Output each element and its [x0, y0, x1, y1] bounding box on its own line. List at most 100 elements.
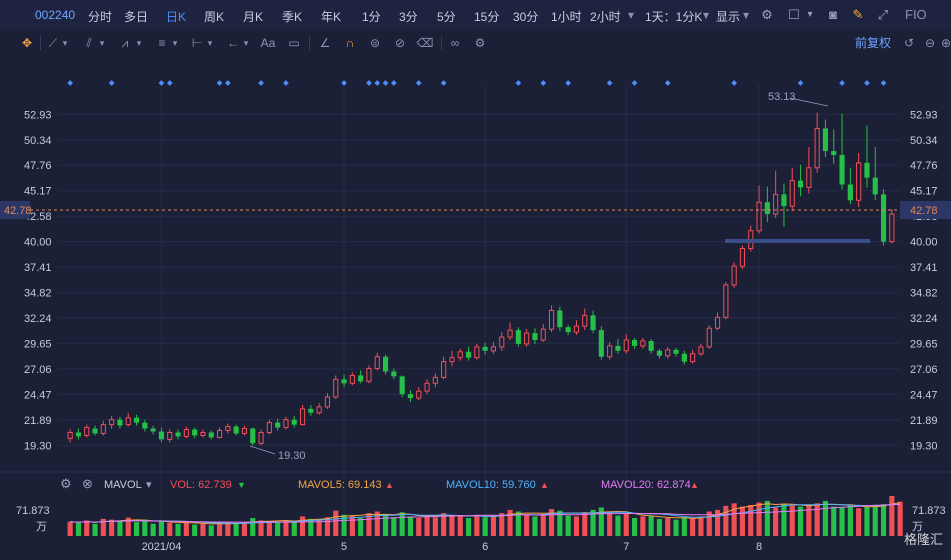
- magnet-icon[interactable]: ∩: [345, 36, 355, 50]
- crosshair-icon[interactable]: ✥: [21, 36, 33, 50]
- candle-body: [615, 345, 621, 351]
- candle-body: [557, 310, 563, 328]
- volume-bar: [822, 500, 829, 536]
- period-1min[interactable]: 1分: [362, 10, 381, 24]
- indicator-name[interactable]: MAVOL: [104, 479, 142, 491]
- channel-tool-icon[interactable]: ⫽: [86, 36, 92, 50]
- window-dropdown-icon[interactable]: ▾: [807, 9, 813, 20]
- period-yearly[interactable]: 年K: [321, 10, 342, 24]
- candle-body: [515, 330, 521, 344]
- volume-bar: [748, 504, 754, 536]
- candle-body: [366, 368, 372, 382]
- chevron-down-icon[interactable]: ▾: [99, 38, 105, 48]
- chevron-down-icon[interactable]: ▾: [207, 38, 213, 48]
- volume-bar: [515, 511, 521, 536]
- adjust-mode-button[interactable]: 前复权: [854, 36, 891, 50]
- indicator-settings-icon[interactable]: ⚙: [60, 476, 72, 491]
- window-square-icon[interactable]: ☐: [788, 7, 800, 22]
- volume-bar: [607, 512, 613, 536]
- period-weekly[interactable]: 周K: [204, 10, 225, 24]
- lock-icon[interactable]: ⊜: [369, 36, 381, 50]
- interval-selector[interactable]: 1天：1分K: [645, 10, 703, 24]
- period-15min[interactable]: 15分: [474, 10, 500, 24]
- date-tick: 7: [623, 541, 629, 553]
- zoom-in-icon[interactable]: ⊕: [940, 36, 951, 50]
- candle-body: [548, 309, 555, 330]
- wave-tool-icon[interactable]: ⩘: [121, 36, 129, 50]
- chevron-down-icon[interactable]: ▾: [243, 38, 249, 48]
- volume-bar: [308, 518, 314, 536]
- volume-bar: [814, 503, 820, 536]
- candle-body: [150, 428, 156, 432]
- candle-body: [424, 382, 430, 392]
- text-tool-icon[interactable]: Aa: [260, 36, 276, 50]
- camera-icon[interactable]: ◙: [829, 7, 837, 22]
- volume-bar: [864, 506, 870, 536]
- volume-bar: [590, 509, 596, 536]
- candle-body: [291, 419, 297, 425]
- arrow-tool-icon[interactable]: ←: [227, 36, 239, 50]
- indicator-close-icon[interactable]: ⊗: [82, 476, 93, 491]
- event-marker: [880, 80, 887, 86]
- chevron-down-icon[interactable]: ▾: [172, 38, 178, 48]
- period-1hour[interactable]: 1小时: [551, 10, 582, 24]
- undo-icon[interactable]: ↺: [903, 36, 915, 50]
- candle-body: [216, 430, 223, 438]
- period-daily[interactable]: 日K: [166, 10, 187, 24]
- candle-body: [789, 180, 795, 207]
- candle-body: [756, 201, 762, 232]
- volume-bar: [482, 517, 488, 536]
- chevron-down-icon[interactable]: ▾: [136, 38, 142, 48]
- period-30min[interactable]: 30分: [513, 10, 539, 24]
- candle-body: [656, 350, 663, 356]
- display-dropdown-icon[interactable]: ▾: [743, 8, 750, 22]
- candle-body: [690, 353, 696, 363]
- line-tool-icon[interactable]: ⟋: [48, 36, 58, 50]
- volume-bar: [291, 521, 297, 536]
- price-tick-left: 40.00: [24, 237, 52, 249]
- chart-area[interactable]: 52.93 50.34 47.76 45.17 42.58 40.00 37.41 34.82…: [0, 56, 951, 555]
- candle-body: [200, 431, 206, 436]
- chevron-down-icon[interactable]: ▾: [62, 38, 68, 48]
- volume-bar: [690, 518, 696, 536]
- link-icon[interactable]: ∞: [450, 36, 460, 50]
- candle-body: [880, 194, 887, 242]
- period-dropdown-icon[interactable]: ▾: [628, 8, 635, 22]
- mavol10-up-arrow-icon: ▲: [540, 480, 549, 490]
- display-menu[interactable]: 显示: [716, 10, 741, 24]
- event-marker: [540, 80, 547, 86]
- candle-body: [648, 340, 654, 351]
- fib-tool-icon[interactable]: ≡: [158, 36, 166, 50]
- hide-icon[interactable]: ⊘: [394, 36, 406, 50]
- period-monthly[interactable]: 月K: [243, 10, 264, 24]
- volume-bar: [117, 521, 123, 536]
- period-multiday[interactable]: 多日: [124, 10, 149, 24]
- delete-icon[interactable]: ⌫: [416, 36, 434, 50]
- measure-tool-icon[interactable]: ⊢: [191, 36, 203, 50]
- price-tick-left: 29.65: [24, 338, 52, 350]
- zoom-out-icon[interactable]: ⊖: [924, 36, 936, 50]
- volume-bar: [250, 518, 256, 536]
- fullscreen-icon[interactable]: ⤢: [877, 7, 889, 22]
- volume-bar: [773, 507, 779, 536]
- period-quarterly[interactable]: 季K: [282, 10, 303, 24]
- candle-body: [100, 424, 106, 434]
- candle-body: [133, 417, 140, 423]
- settings-icon[interactable]: ⚙: [474, 36, 486, 50]
- note-tool-icon[interactable]: ▭: [288, 36, 300, 50]
- period-2hour[interactable]: 2小时: [590, 10, 621, 24]
- period-5min[interactable]: 5分: [437, 10, 456, 24]
- settings-gear-icon[interactable]: ⚙: [761, 7, 773, 22]
- indicator-dropdown-icon[interactable]: ▾: [146, 479, 152, 491]
- angle-tool-icon[interactable]: ∠: [319, 36, 331, 50]
- candle-body: [640, 340, 646, 347]
- volume-bar: [714, 509, 721, 536]
- divider: [441, 36, 442, 50]
- period-intraday[interactable]: 分时: [88, 10, 113, 24]
- interval-dropdown-icon[interactable]: ▾: [703, 8, 710, 22]
- candle-body: [540, 328, 546, 341]
- period-3min[interactable]: 3分: [399, 10, 418, 24]
- pencil-icon[interactable]: ✎: [852, 7, 864, 22]
- candlestick-chart[interactable]: 52.93 50.34 47.76 45.17 42.58 40.00 37.41 34.82…: [0, 56, 951, 555]
- candle-body: [84, 427, 90, 436]
